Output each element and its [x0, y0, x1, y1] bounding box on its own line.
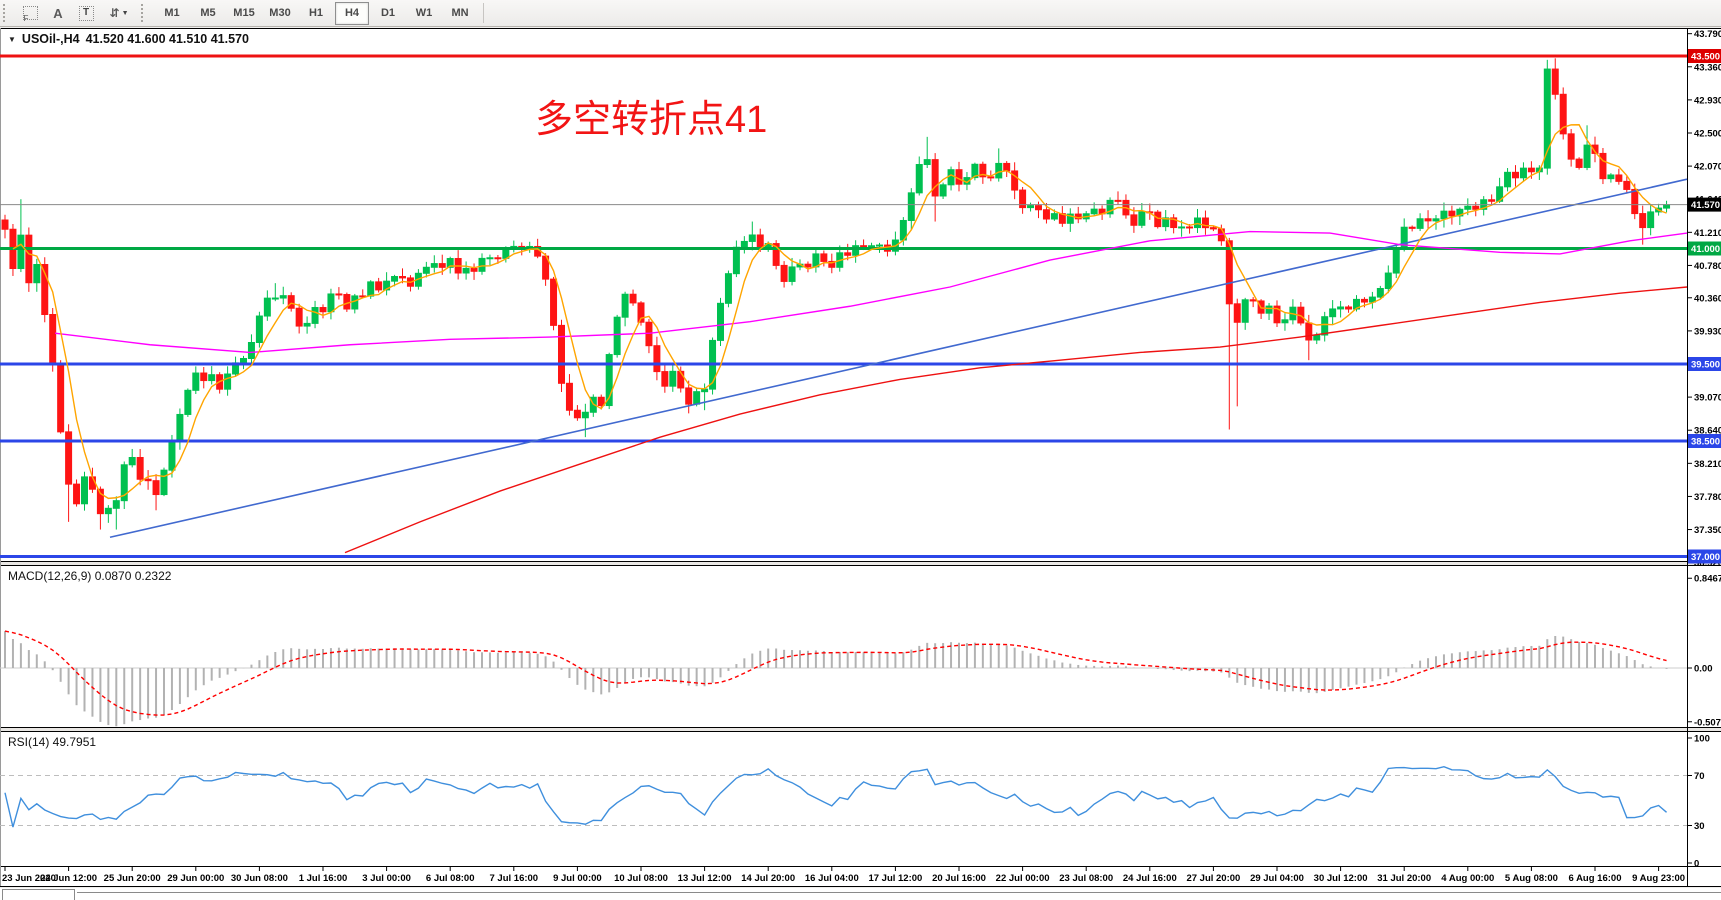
chart-text-annotation[interactable]: 多空转折点41: [535, 99, 768, 141]
svg-text:9 Jul 00:00: 9 Jul 00:00: [553, 873, 602, 884]
svg-text:7 Jul 16:00: 7 Jul 16:00: [490, 873, 539, 884]
svg-text:25 Jun 20:00: 25 Jun 20:00: [104, 873, 161, 884]
svg-text:43.500: 43.500: [1691, 52, 1720, 63]
toolbar-separator: [483, 3, 484, 23]
tab-bar-line: [77, 892, 1721, 893]
dropdown-caret-icon: ▼: [121, 9, 129, 17]
svg-text:37.780: 37.780: [1694, 492, 1721, 503]
svg-text:41.210: 41.210: [1694, 228, 1721, 239]
svg-text:1 Jul 16:00: 1 Jul 16:00: [299, 873, 348, 884]
symbol-ohlc-values: 41.520 41.600 41.510 41.570: [85, 32, 249, 46]
timeframe-m1[interactable]: M1: [164, 7, 180, 19]
svg-text:29 Jun 00:00: 29 Jun 00:00: [167, 873, 224, 884]
timeframe-mn[interactable]: MN: [451, 7, 469, 19]
svg-text:10 Jul 08:00: 10 Jul 08:00: [614, 873, 668, 884]
chart-tab-bar: [0, 888, 1721, 900]
svg-text:16 Jul 04:00: 16 Jul 04:00: [805, 873, 859, 884]
top-toolbar: F A T ⇵ ▼ M1 M5 M15 M30 H1 H4 D1 W1 MN: [0, 0, 1721, 27]
text-box-button[interactable]: T: [74, 2, 98, 25]
svg-text:6 Aug 16:00: 6 Aug 16:00: [1569, 873, 1622, 884]
svg-text:38.210: 38.210: [1694, 459, 1721, 470]
text-label-button[interactable]: A: [46, 2, 70, 25]
svg-text:13 Jul 12:00: 13 Jul 12:00: [678, 873, 732, 884]
svg-text:23 Jul 08:00: 23 Jul 08:00: [1059, 873, 1113, 884]
svg-text:9 Aug 23:00: 9 Aug 23:00: [1632, 873, 1685, 884]
letter-t-icon-label: T: [82, 6, 90, 18]
symbol-name: USOil-,H4: [21, 32, 80, 46]
svg-text:30: 30: [1694, 821, 1705, 832]
svg-text:39.500: 39.500: [1691, 360, 1720, 371]
svg-text:31 Jul 20:00: 31 Jul 20:00: [1377, 873, 1431, 884]
svg-text:37.000: 37.000: [1691, 552, 1720, 563]
svg-text:22 Jul 00:00: 22 Jul 00:00: [996, 873, 1050, 884]
timeframe-w1[interactable]: W1: [415, 7, 433, 19]
svg-text:3 Jul 00:00: 3 Jul 00:00: [362, 873, 411, 884]
toolbar-grip-handle-2[interactable]: [141, 4, 148, 22]
svg-text:39.930: 39.930: [1694, 326, 1721, 337]
svg-text:42.930: 42.930: [1694, 95, 1721, 106]
letter-a-icon: A: [53, 5, 63, 21]
arrows-tool-button[interactable]: ⇵ ▼: [102, 2, 136, 25]
svg-text:20 Jul 16:00: 20 Jul 16:00: [932, 873, 986, 884]
svg-text:37.350: 37.350: [1694, 525, 1721, 536]
svg-text:36.920: 36.920: [1694, 558, 1721, 569]
chart-canvas[interactable]: 43.79043.36042.93042.50042.07041.64041.2…: [0, 28, 1721, 887]
svg-text:4 Aug 00:00: 4 Aug 00:00: [1441, 873, 1494, 884]
price-axis[interactable]: [1688, 28, 1721, 886]
svg-text:42.500: 42.500: [1694, 129, 1721, 140]
svg-text:70: 70: [1694, 771, 1705, 782]
letter-t-icon: T: [78, 5, 94, 21]
timeframe-m5[interactable]: M5: [200, 7, 216, 19]
indicator-grid-button[interactable]: F: [18, 2, 42, 25]
svg-text:38.640: 38.640: [1694, 426, 1721, 437]
svg-text:-0.5072: -0.5072: [1694, 717, 1721, 728]
grid-f-icon: F: [22, 6, 38, 23]
svg-text:41.000: 41.000: [1691, 244, 1720, 255]
svg-text:0: 0: [1694, 859, 1699, 870]
svg-text:5 Aug 08:00: 5 Aug 08:00: [1505, 873, 1558, 884]
svg-text:14 Jul 20:00: 14 Jul 20:00: [741, 873, 795, 884]
svg-text:30 Jul 12:00: 30 Jul 12:00: [1314, 873, 1368, 884]
svg-text:6 Jul 08:00: 6 Jul 08:00: [426, 873, 475, 884]
svg-text:0.00: 0.00: [1694, 664, 1713, 675]
svg-text:40.780: 40.780: [1694, 261, 1721, 272]
timeframe-h1[interactable]: H1: [308, 7, 324, 19]
svg-text:29 Jul 04:00: 29 Jul 04:00: [1250, 873, 1304, 884]
svg-text:24 Jul 16:00: 24 Jul 16:00: [1123, 873, 1177, 884]
symbol-info-bar[interactable]: ▼ USOil-,H4 41.520 41.600 41.510 41.570: [8, 32, 249, 46]
svg-text:39.070: 39.070: [1694, 393, 1721, 404]
timeframe-m30[interactable]: M30: [269, 7, 291, 19]
timeframe-m15[interactable]: M15: [233, 7, 255, 19]
symbol-dropdown-icon[interactable]: ▼: [8, 34, 16, 44]
timeframe-d1[interactable]: D1: [380, 7, 396, 19]
chart-tab[interactable]: [2, 889, 75, 900]
svg-text:17 Jul 12:00: 17 Jul 12:00: [868, 873, 922, 884]
svg-text:41.570: 41.570: [1691, 200, 1720, 211]
grid-f-icon-label: F: [23, 14, 29, 23]
svg-text:38.500: 38.500: [1691, 437, 1720, 448]
svg-text:43.360: 43.360: [1694, 62, 1721, 73]
chart-window[interactable]: [0, 28, 1721, 887]
svg-text:27 Jul 20:00: 27 Jul 20:00: [1186, 873, 1240, 884]
svg-text:0.8467: 0.8467: [1694, 574, 1721, 585]
svg-text:43.790: 43.790: [1694, 29, 1721, 40]
timeframe-h4[interactable]: H4: [335, 1, 369, 25]
svg-text:42.070: 42.070: [1694, 162, 1721, 173]
arrows-icon: ⇵: [109, 6, 120, 20]
svg-text:24 Jun 12:00: 24 Jun 12:00: [40, 873, 97, 884]
svg-text:23 Jun 2020: 23 Jun 2020: [2, 873, 56, 884]
svg-text:30 Jun 08:00: 30 Jun 08:00: [231, 873, 288, 884]
svg-text:100: 100: [1694, 734, 1710, 745]
time-axis[interactable]: [0, 867, 1687, 887]
rsi-indicator-label: RSI(14) 49.7951: [8, 735, 97, 749]
toolbar-grip-handle[interactable]: [3, 4, 10, 22]
svg-text:40.360: 40.360: [1694, 293, 1721, 304]
macd-indicator-label: MACD(12,26,9) 0.0870 0.2322: [8, 569, 172, 583]
